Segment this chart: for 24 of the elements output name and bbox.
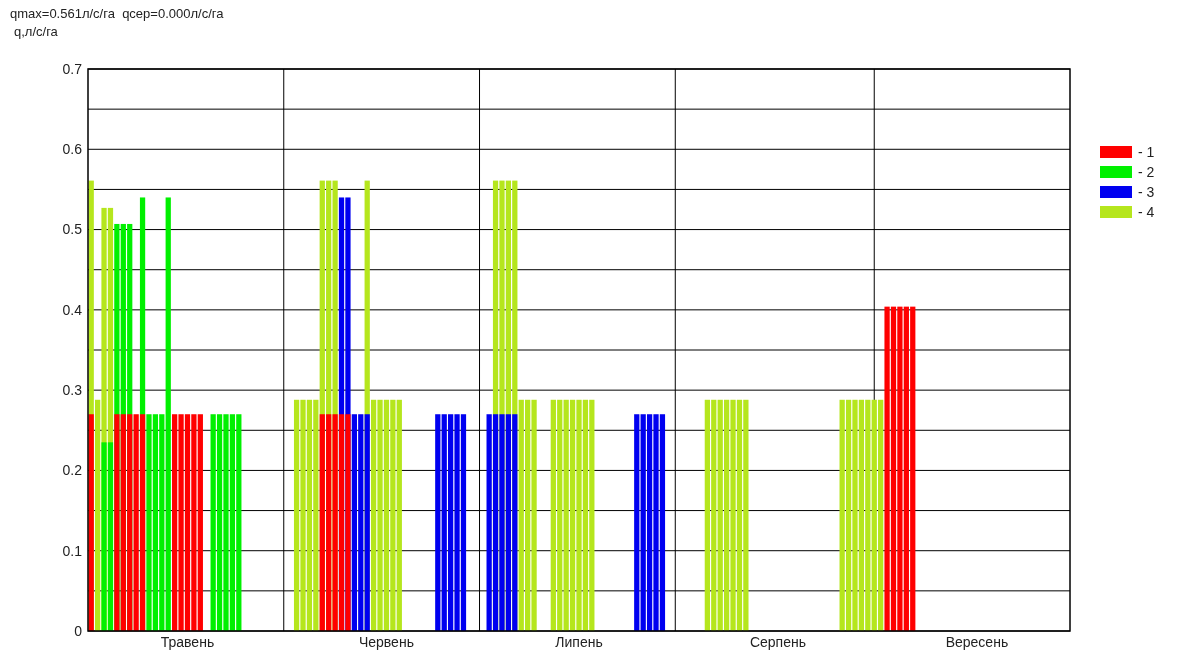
y-tick-label: 0.4 (62, 301, 83, 318)
y-tick-label: 0.3 (62, 382, 83, 399)
x-tick-label: Вересень (945, 634, 1009, 650)
chart-title: qmax=0.561л/с/га qсер=0.000л/с/га (10, 6, 225, 21)
legend-label: - 3 (1138, 183, 1155, 200)
bar (435, 414, 441, 631)
y-tick-label: 0.5 (62, 221, 83, 238)
y-tick-label: 0.7 (62, 60, 83, 77)
legend-label: - 1 (1138, 143, 1155, 160)
bar (165, 197, 171, 631)
bar (364, 414, 370, 631)
x-tick-label: Травень (160, 634, 215, 650)
y-tick-label: 0.2 (62, 462, 83, 479)
bar (634, 414, 640, 631)
y-axis-title: q,л/с/га (14, 24, 59, 39)
y-tick-label: 0.1 (62, 542, 83, 559)
legend-label: - 4 (1138, 203, 1155, 220)
bar (88, 414, 94, 631)
y-tick-label: 0.6 (62, 141, 83, 158)
y-tick-label: 0 (74, 622, 83, 639)
x-tick-label: Червень (358, 634, 414, 650)
x-tick-label: Серпень (749, 634, 807, 650)
legend-label: - 2 (1138, 163, 1155, 180)
x-tick-label: Липень (555, 634, 603, 650)
